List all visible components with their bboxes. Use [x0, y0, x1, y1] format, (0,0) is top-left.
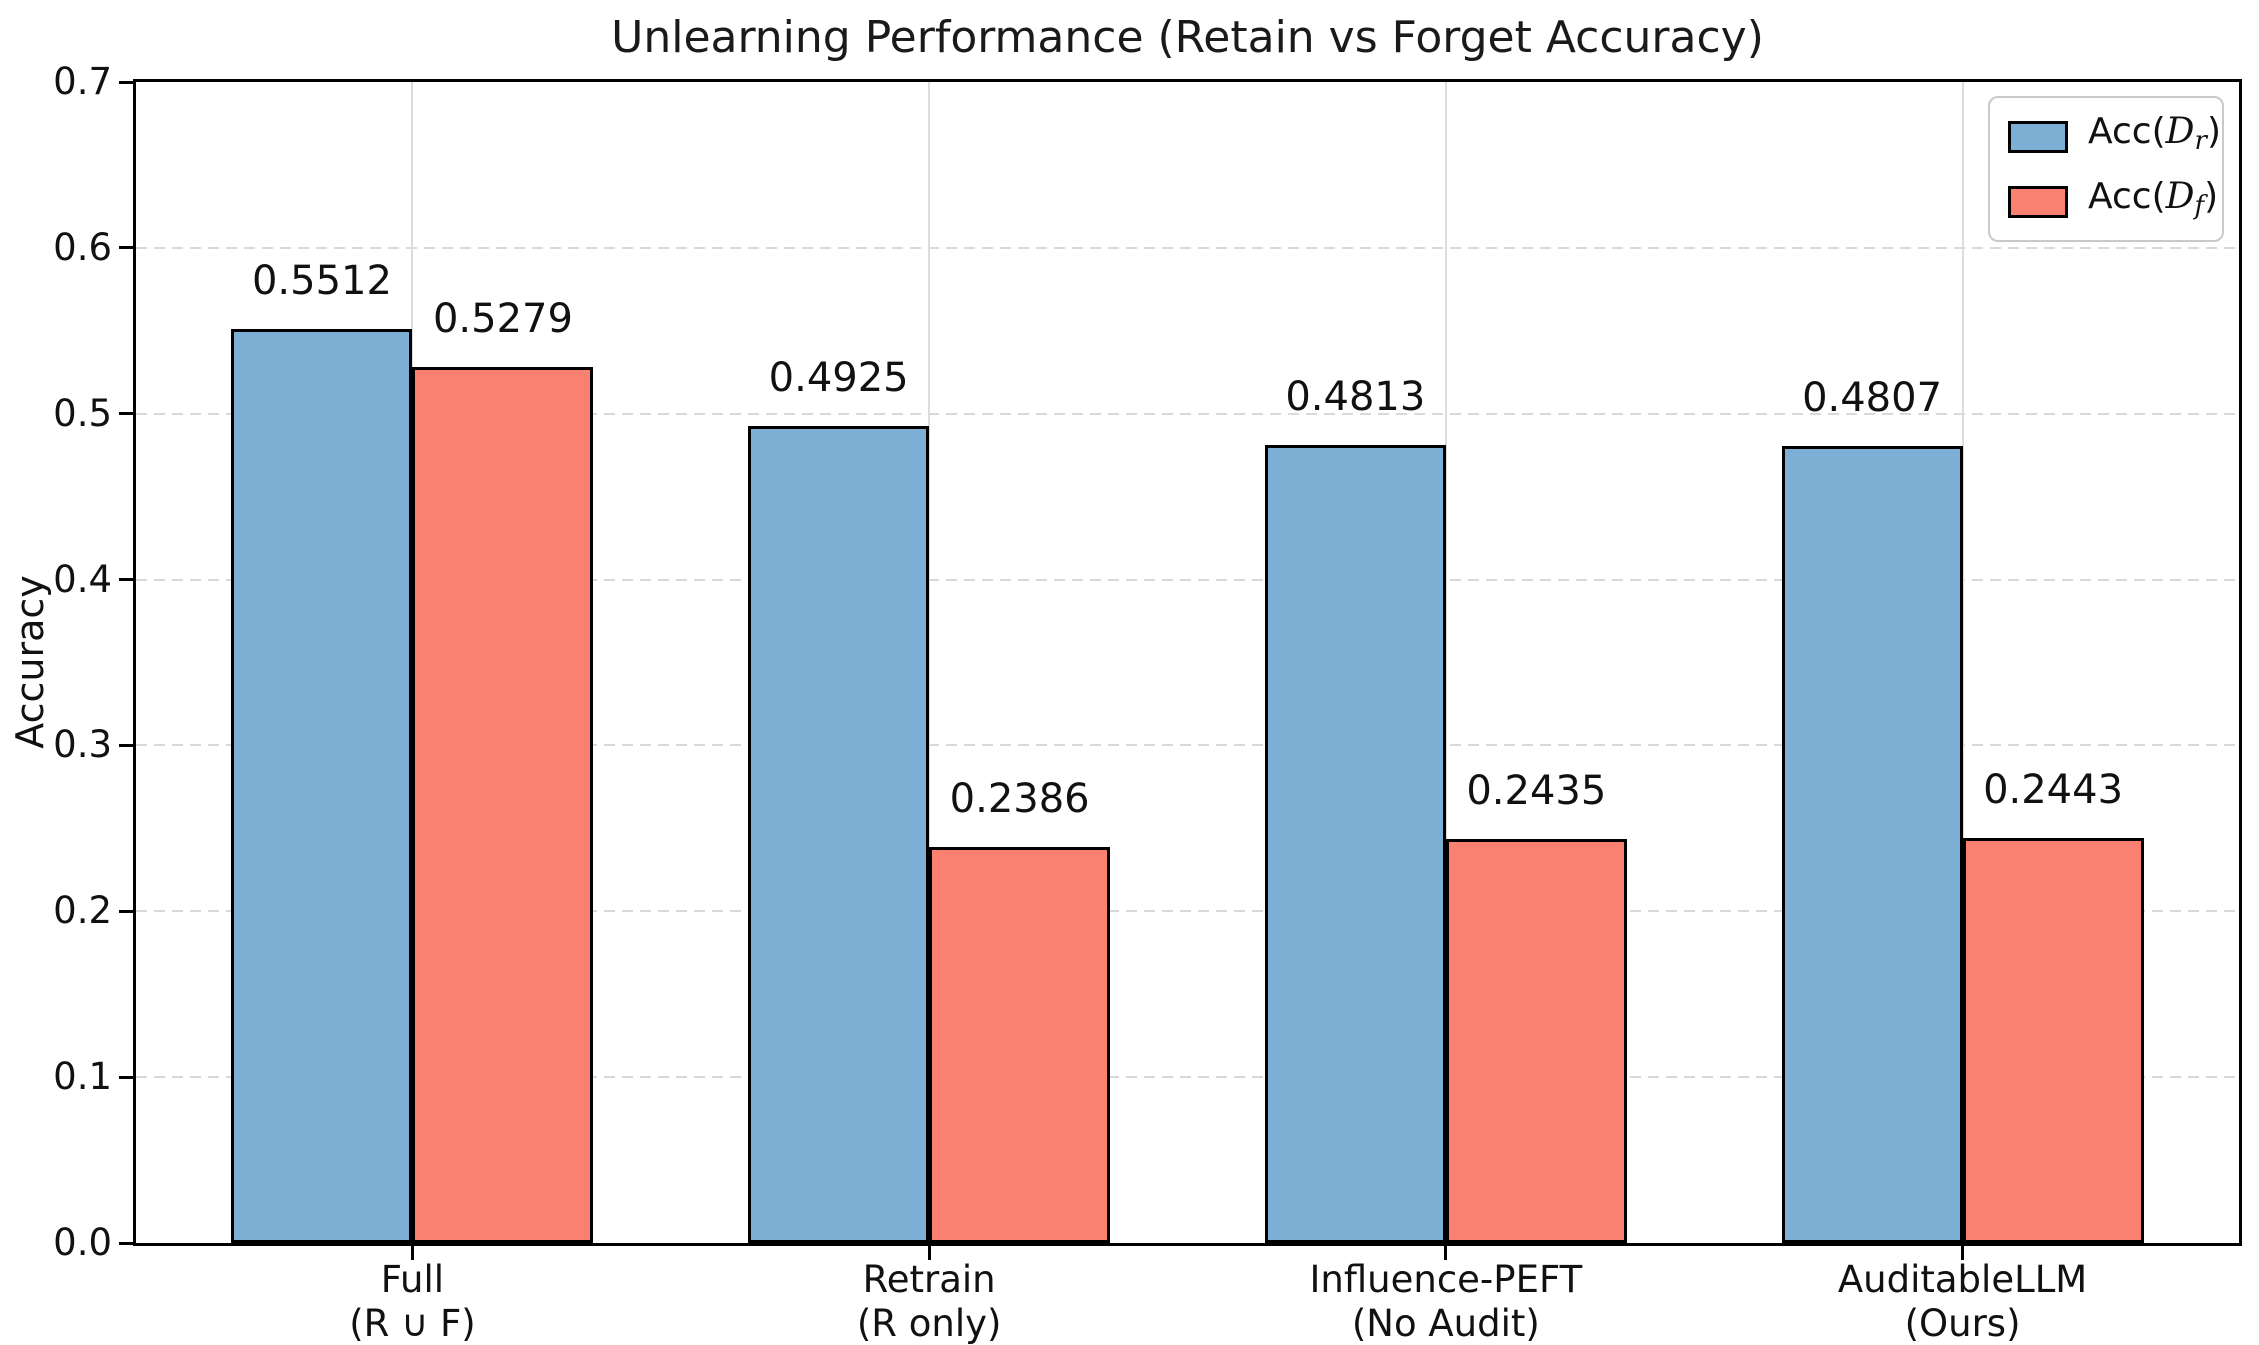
x-tick — [1444, 1246, 1448, 1260]
x-tick-label-line2: (Ours) — [1904, 1302, 2021, 1345]
x-tick — [1961, 1246, 1965, 1260]
legend-label-suffix: ) — [2206, 111, 2221, 152]
x-tick — [927, 1246, 931, 1260]
y-tick-label: 0.3 — [53, 723, 112, 767]
x-tick — [410, 1246, 414, 1260]
legend-subscript: f — [2194, 191, 2205, 221]
x-tick-label-line1: Retrain — [862, 1258, 996, 1301]
legend-subscript: r — [2194, 126, 2207, 156]
y-tick-label: 0.6 — [53, 225, 112, 269]
y-tick — [119, 412, 133, 416]
v-gridline — [928, 82, 931, 1243]
x-tick-label-line2: (R ∪ F) — [349, 1302, 476, 1345]
plot-area: 0.5512 0.4925 0.4813 0.4807 0.5279 0.2386 0.24… — [133, 79, 2242, 1246]
y-tick — [119, 246, 133, 250]
y-tick — [119, 80, 133, 84]
value-label-acc-df-influence-peft: 0.2435 — [1466, 768, 1607, 815]
bar-acc-dr-full — [231, 328, 413, 1243]
y-tick — [119, 1241, 133, 1245]
legend-box: Acc(Dr) Acc(Df) — [1988, 96, 2224, 242]
y-tick — [119, 743, 133, 747]
x-tick-label: Retrain (R only) — [629, 1258, 1229, 1345]
value-label-acc-df-auditablellm: 0.2443 — [1983, 766, 2124, 813]
y-tick — [119, 1075, 133, 1079]
legend-label: Acc(Df) — [2088, 177, 2218, 226]
value-label-acc-dr-auditablellm: 0.4807 — [1802, 374, 1943, 421]
y-tick — [119, 909, 133, 913]
bar-acc-dr-auditablellm — [1781, 445, 1963, 1243]
v-gridline — [1961, 82, 1964, 1243]
y-tick-label: 0.4 — [53, 557, 112, 601]
h-gridline — [136, 412, 2239, 415]
bar-acc-df-retrain — [929, 847, 1111, 1243]
bar-acc-df-influence-peft — [1445, 839, 1627, 1243]
legend-label-prefix: Acc( — [2088, 111, 2166, 152]
y-tick-label: 0.1 — [53, 1055, 112, 1099]
legend-swatch-forget — [2008, 185, 2068, 218]
h-gridline — [136, 246, 2239, 249]
legend-label-suffix: ) — [2204, 176, 2219, 217]
h-gridline — [136, 744, 2239, 747]
y-tick-label: 0.0 — [53, 1221, 112, 1264]
x-tick-label-line1: AuditableLLM — [1837, 1258, 2088, 1301]
legend-swatch-retain — [2008, 120, 2068, 153]
legend-label-prefix: Acc( — [2088, 176, 2166, 217]
v-gridline — [1444, 82, 1447, 1243]
value-label-acc-dr-retrain: 0.4925 — [768, 355, 909, 402]
x-tick-label: Influence-PEFT (No Audit) — [1146, 1258, 1746, 1345]
script-d-symbol: D — [2165, 176, 2195, 217]
legend-label: Acc(Dr) — [2088, 112, 2221, 161]
h-gridline — [136, 1076, 2239, 1079]
value-label-acc-df-retrain: 0.2386 — [949, 776, 1090, 823]
y-tick-label: 0.2 — [53, 889, 112, 933]
y-tick-label: 0.5 — [53, 391, 112, 435]
bar-acc-dr-retrain — [748, 426, 930, 1243]
y-tick-label: 0.7 — [53, 60, 112, 103]
x-tick-label: AuditableLLM (Ours) — [1663, 1258, 2259, 1345]
h-gridline — [136, 578, 2239, 581]
bar-acc-df-auditablellm — [1962, 837, 2144, 1243]
x-tick-label-line1: Full — [380, 1258, 445, 1301]
value-label-acc-df-full: 0.5279 — [432, 296, 573, 343]
value-label-acc-dr-full: 0.5512 — [251, 257, 392, 304]
chart-title: Unlearning Performance (Retain vs Forget… — [611, 12, 1764, 63]
bar-acc-df-full — [412, 367, 594, 1243]
y-tick — [119, 578, 133, 582]
x-tick-label-line2: (No Audit) — [1351, 1302, 1540, 1345]
script-d-symbol: D — [2165, 111, 2195, 152]
x-tick-label-line2: (R only) — [856, 1302, 1002, 1345]
h-gridline — [136, 910, 2239, 913]
legend-entry-retain: Acc(Dr) — [2008, 112, 2221, 161]
x-tick-label-line1: Influence-PEFT — [1309, 1258, 1583, 1301]
bar-acc-dr-influence-peft — [1264, 444, 1446, 1243]
x-tick-label: Full (R ∪ F) — [112, 1258, 712, 1345]
legend-entry-forget: Acc(Df) — [2008, 177, 2218, 226]
value-label-acc-dr-influence-peft: 0.4813 — [1285, 373, 1426, 420]
